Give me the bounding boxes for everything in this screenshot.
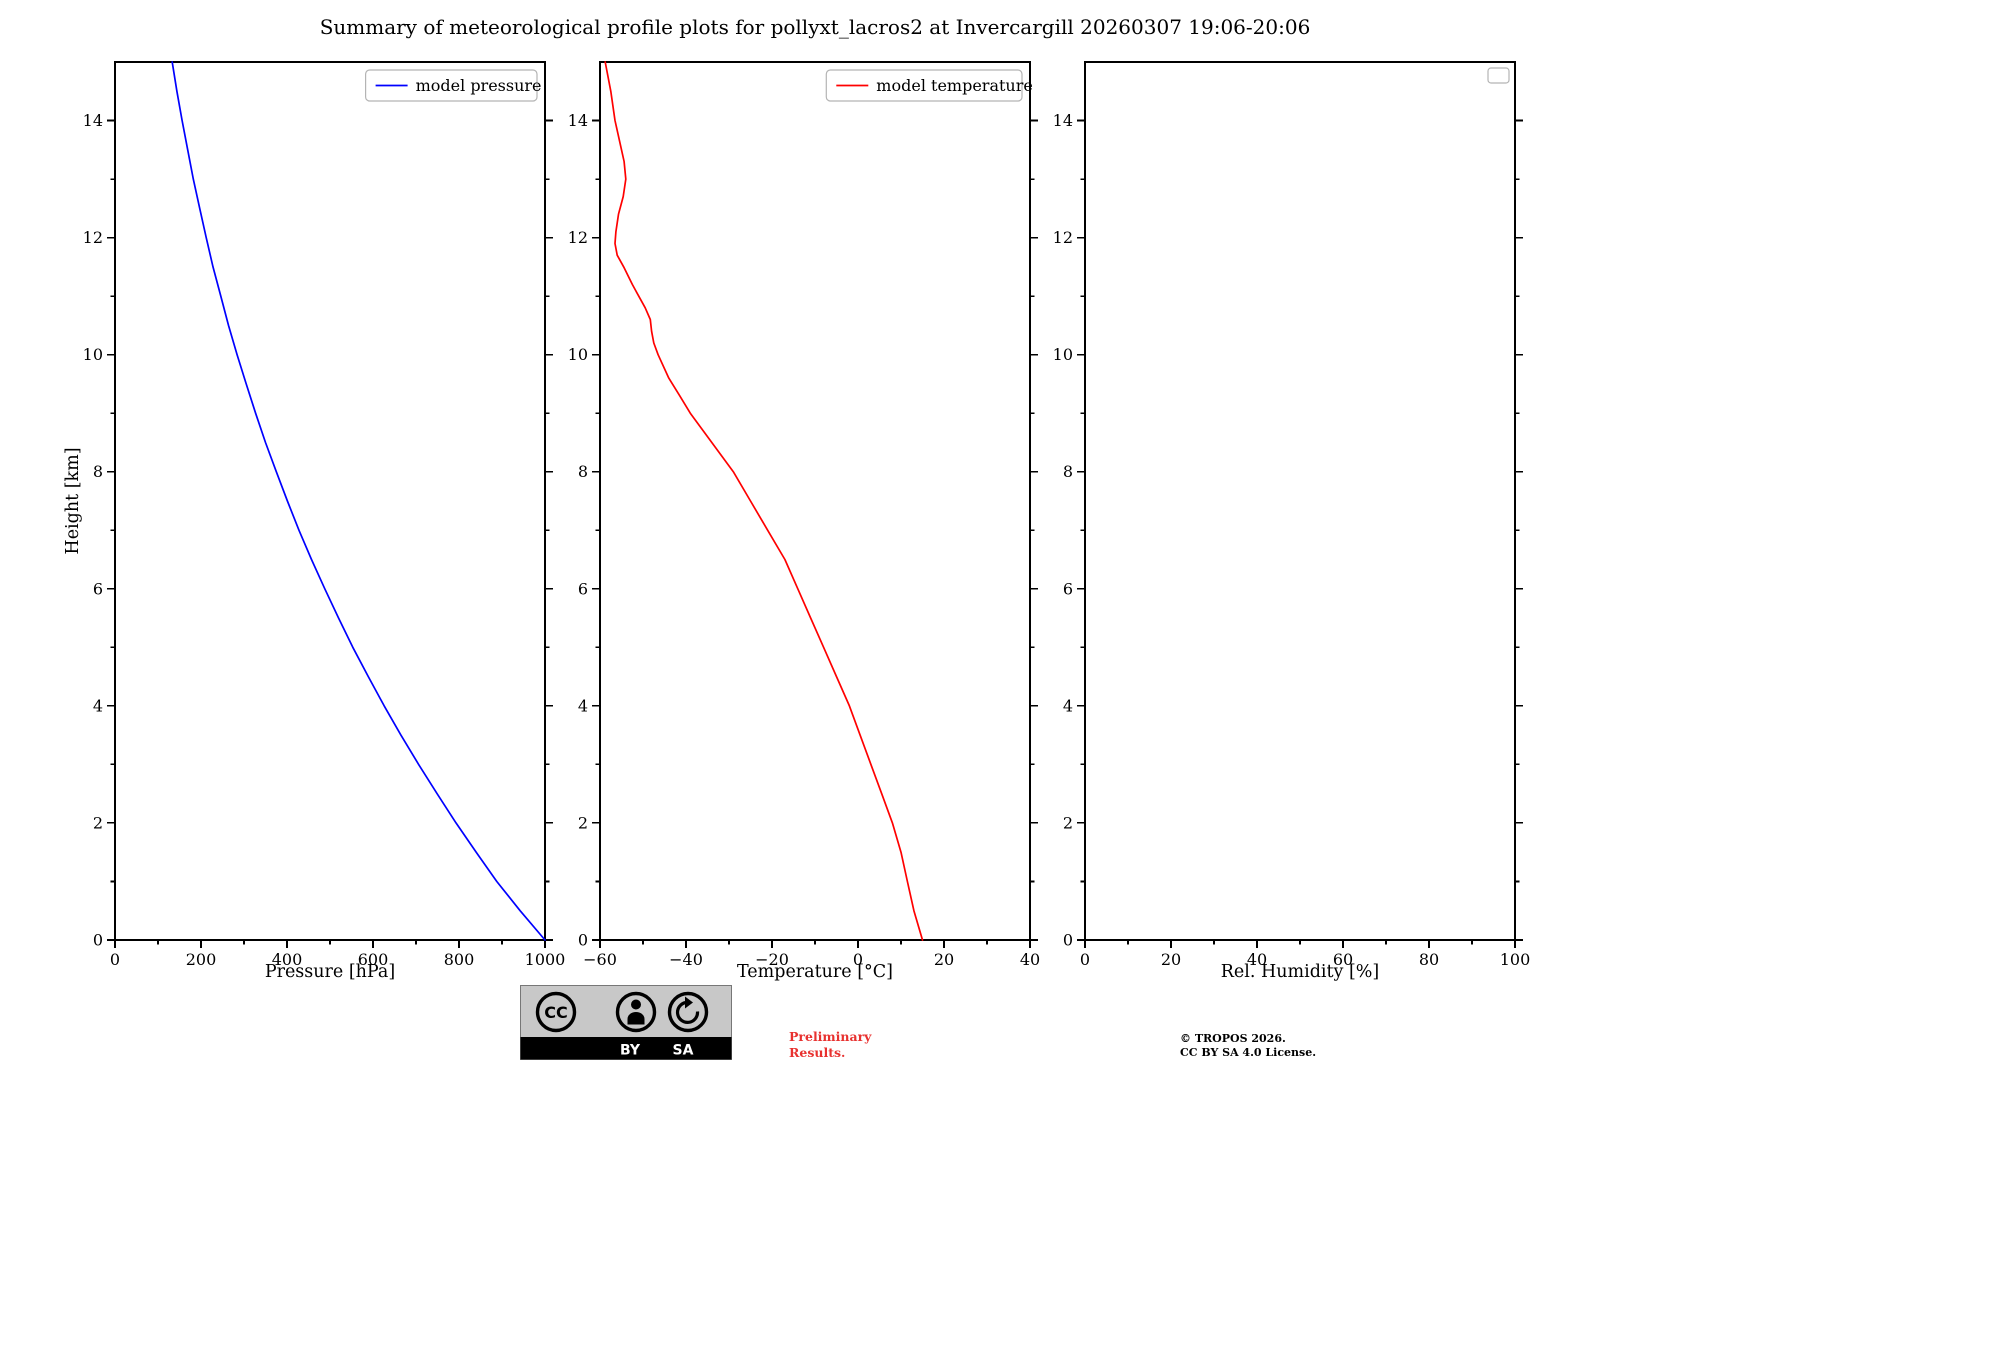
svg-text:100: 100 [1500, 950, 1531, 969]
x-ticks [114, 940, 546, 948]
cc-badge-sa-label: SA [673, 1043, 694, 1059]
cc-badge-by-label: BY [620, 1043, 641, 1059]
humidity-axis-label: Rel. Humidity [%] [1220, 962, 1380, 982]
svg-text:8: 8 [93, 462, 103, 481]
svg-text:600: 600 [358, 950, 389, 969]
humidity-plot: 0 20 40 60 80 100 0 2 4 6 8 10 12 14 [1053, 61, 1530, 969]
preliminary-results-note: Preliminary Results. [789, 1029, 871, 1062]
svg-text:4: 4 [1063, 696, 1073, 715]
svg-text:0: 0 [1063, 931, 1073, 950]
x-tick-labels: 0 20 40 60 80 100 [1080, 950, 1530, 969]
preliminary-line2: Results. [789, 1045, 846, 1061]
y-ticks [1077, 119, 1523, 941]
y-ticks [107, 119, 553, 941]
svg-text:8: 8 [1063, 462, 1073, 481]
copyright-line1: © TROPOS 2026. [1180, 1032, 1286, 1045]
x-ticks [599, 940, 1031, 948]
svg-text:0: 0 [110, 950, 120, 969]
cc-logo-icon: CC [535, 991, 577, 1033]
figure-title: Summary of meteorological profile plots … [319, 15, 1311, 39]
svg-text:10: 10 [1053, 345, 1073, 364]
svg-text:0: 0 [853, 950, 863, 969]
svg-text:800: 800 [444, 950, 475, 969]
legend-label: model temperature [876, 76, 1033, 95]
svg-text:200: 200 [186, 950, 217, 969]
svg-text:20: 20 [934, 950, 954, 969]
x-ticks [1084, 940, 1516, 948]
svg-text:0: 0 [578, 931, 588, 950]
svg-text:4: 4 [93, 696, 103, 715]
temperature-plot: −60 −40 −20 0 20 40 0 2 4 6 8 10 12 14 model temperatu… [568, 61, 1040, 969]
svg-text:0: 0 [1080, 950, 1090, 969]
svg-text:14: 14 [568, 111, 588, 130]
axes-frame [599, 61, 1031, 941]
y-tick-labels: 0 2 4 6 8 10 12 14 [83, 111, 103, 949]
svg-text:20: 20 [1161, 950, 1181, 969]
svg-text:10: 10 [83, 345, 103, 364]
by-person-icon [615, 991, 657, 1033]
sa-arrow-icon [667, 991, 709, 1033]
svg-text:10: 10 [568, 345, 588, 364]
svg-text:14: 14 [83, 111, 103, 130]
svg-text:60: 60 [1333, 950, 1353, 969]
svg-text:12: 12 [568, 228, 588, 247]
x-tick-labels: −60 −40 −20 0 20 40 [583, 950, 1040, 969]
svg-text:1000: 1000 [525, 950, 566, 969]
x-tick-labels: 0 200 400 600 800 1000 [110, 950, 565, 969]
cc-logo-letters: CC [544, 1003, 567, 1022]
svg-text:8: 8 [578, 462, 588, 481]
svg-text:80: 80 [1419, 950, 1439, 969]
preliminary-line1: Preliminary [789, 1029, 872, 1044]
svg-text:2: 2 [93, 813, 103, 832]
pressure-plot: 0 200 400 600 800 1000 0 2 4 6 8 10 12 14 model pressu… [83, 61, 565, 969]
svg-text:6: 6 [93, 579, 103, 598]
svg-text:2: 2 [578, 813, 588, 832]
cc-license-badge: CC BY SA [520, 985, 732, 1060]
y-tick-labels: 0 2 4 6 8 10 12 14 [1053, 111, 1073, 949]
svg-text:14: 14 [1053, 111, 1073, 130]
svg-text:0: 0 [93, 931, 103, 950]
svg-text:−20: −20 [755, 950, 789, 969]
y-tick-labels: 0 2 4 6 8 10 12 14 [568, 111, 588, 949]
copyright-note: © TROPOS 2026. CC BY SA 4.0 License. [1180, 1032, 1316, 1061]
axes-frame [1084, 61, 1516, 941]
svg-text:12: 12 [83, 228, 103, 247]
svg-text:400: 400 [272, 950, 303, 969]
legend-empty [1487, 67, 1510, 84]
model-temperature-line [604, 61, 924, 941]
legend: model temperature [825, 69, 1033, 102]
svg-text:−40: −40 [669, 950, 703, 969]
axes-frame [114, 61, 546, 941]
svg-text:2: 2 [1063, 813, 1073, 832]
y-ticks [592, 119, 1038, 941]
legend: model pressure [365, 69, 542, 102]
model-pressure-line [171, 61, 546, 941]
pressure-axis-label: Pressure [hPa] [264, 962, 396, 982]
copyright-line2: CC BY SA 4.0 License. [1180, 1046, 1317, 1060]
svg-text:40: 40 [1020, 950, 1040, 969]
svg-text:40: 40 [1247, 950, 1267, 969]
svg-text:4: 4 [578, 696, 588, 715]
temperature-axis-label: Temperature [°C] [736, 962, 893, 982]
svg-text:12: 12 [1053, 228, 1073, 247]
legend-label: model pressure [416, 76, 542, 95]
svg-text:6: 6 [578, 579, 588, 598]
svg-text:−60: −60 [583, 950, 617, 969]
cc-badge-bottom-bar [520, 1037, 732, 1060]
svg-text:6: 6 [1063, 579, 1073, 598]
